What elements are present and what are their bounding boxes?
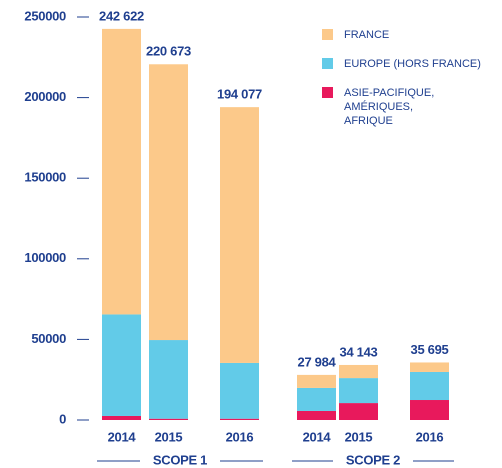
y-tick-label: 0	[59, 411, 66, 426]
legend-label: EUROPE (HORS FRANCE)	[344, 58, 481, 70]
bar-segment	[410, 400, 449, 420]
total-label: 27 984	[298, 354, 337, 369]
group-label: SCOPE 1	[153, 452, 207, 467]
x-tick-label: 2016	[226, 429, 254, 444]
total-label: 242 622	[99, 8, 144, 23]
bar-segment	[220, 362, 259, 419]
bar-segment	[102, 28, 141, 315]
bar-segment	[149, 418, 188, 420]
y-tick-label: 150000	[24, 170, 66, 185]
bar-segment	[297, 410, 336, 420]
y-tick-label: 200000	[24, 89, 66, 104]
bar-segment	[339, 364, 378, 379]
legend-item: EUROPE (HORS FRANCE)	[322, 57, 502, 71]
total-label: 34 143	[340, 344, 378, 359]
legend-label: FRANCE	[344, 29, 390, 41]
x-tick-label: 2014	[303, 429, 332, 444]
bar-segment	[102, 314, 141, 416]
legend-label: ASIE-PACIFIQUE, AMÉRIQUES, AFRIQUE	[344, 87, 435, 127]
bar-segment	[149, 64, 188, 341]
bar-segment	[410, 371, 449, 401]
y-tick-label: 250000	[24, 8, 66, 23]
total-label: 194 077	[217, 87, 262, 102]
legend: FRANCE EUROPE (HORS FRANCE) ASIE-PACIFIQUE…	[322, 28, 502, 143]
group-label: SCOPE 2	[346, 452, 400, 467]
total-label: 220 673	[146, 44, 191, 59]
x-tick-label: 2014	[108, 429, 137, 444]
legend-swatch	[322, 87, 333, 98]
bar-segment	[220, 418, 259, 420]
bar-segment	[102, 415, 141, 420]
bar-segment	[297, 374, 336, 388]
bar-segment	[220, 107, 259, 363]
x-tick-label: 2016	[416, 429, 444, 444]
bar-segment	[339, 403, 378, 420]
legend-item: FRANCE	[322, 28, 502, 42]
bar-segment	[410, 362, 449, 372]
legend-item: ASIE-PACIFIQUE, AMÉRIQUES, AFRIQUE	[322, 86, 459, 128]
legend-swatch	[322, 58, 333, 69]
y-tick-label: 100000	[24, 250, 66, 265]
legend-swatch	[322, 29, 333, 40]
bar-segment	[339, 378, 378, 404]
bar-segment	[149, 340, 188, 419]
x-tick-label: 2015	[345, 429, 373, 444]
total-label: 35 695	[411, 342, 449, 357]
x-tick-label: 2015	[155, 429, 183, 444]
bar-segment	[297, 387, 336, 411]
y-tick-label: 50000	[31, 331, 66, 346]
